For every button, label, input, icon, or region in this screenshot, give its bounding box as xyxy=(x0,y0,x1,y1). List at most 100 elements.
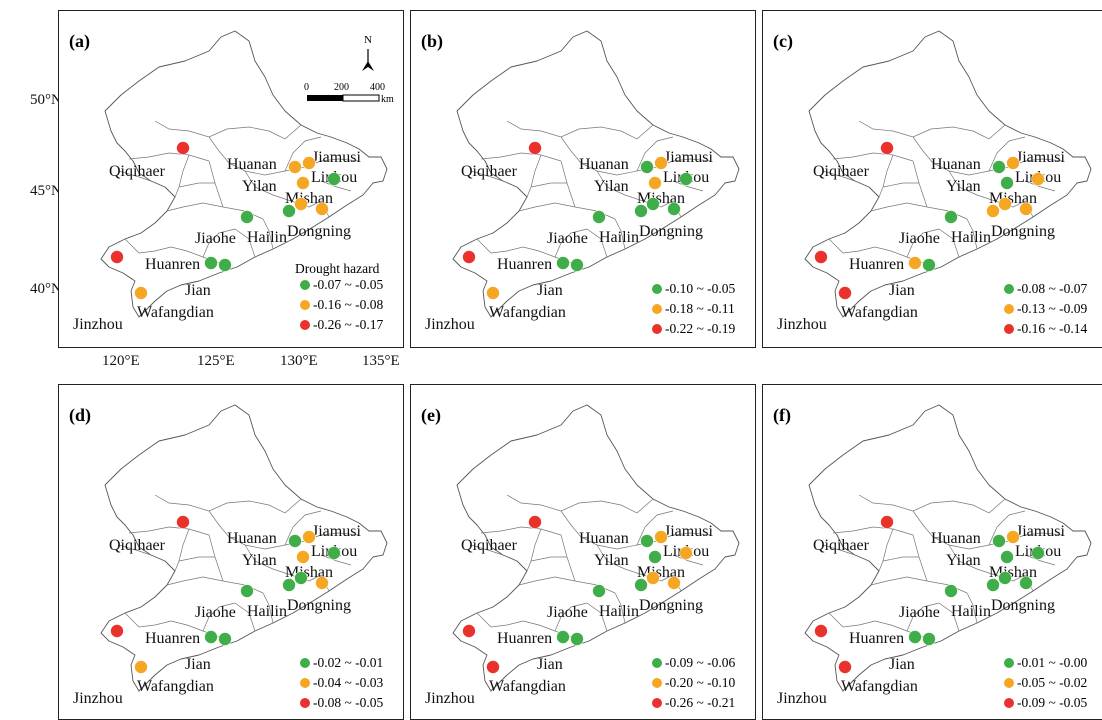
station-marker-jiaohe xyxy=(944,584,958,598)
station-label-jinzhou: Jinzhou xyxy=(73,316,123,333)
lon-tick-125: 125°E xyxy=(197,353,235,369)
station-label-dongning: Dongning xyxy=(287,597,351,614)
station-label-yilan: Yilan xyxy=(594,178,629,195)
station-label-dongning: Dongning xyxy=(287,223,351,240)
station-marker-hailin xyxy=(986,204,1000,218)
station-label-jian: Jian xyxy=(889,656,915,673)
station-label-huanan: Huanan xyxy=(227,156,277,173)
lat-tick-50: 50°N xyxy=(30,92,62,108)
station-label-jiamusi: Jiamusi xyxy=(664,523,713,540)
station-marker-mishan xyxy=(646,571,660,585)
station-label-huanren: Huanren xyxy=(497,630,552,647)
station-marker-linkou xyxy=(679,172,693,186)
legend-swatch-green xyxy=(652,284,662,294)
station-marker-dongning xyxy=(667,576,681,590)
station-marker-qiqihaer xyxy=(528,515,542,529)
station-marker-hailin xyxy=(986,578,1000,592)
north-label: N xyxy=(364,34,372,46)
legend-swatch-red xyxy=(652,698,662,708)
station-marker-wafangdian xyxy=(486,286,500,300)
scale-label: 400 xyxy=(370,82,385,93)
legend-swatch-orange xyxy=(652,304,662,314)
legend-swatch-red xyxy=(652,324,662,334)
map-panel-d: (d)QiqihaerHuananJiamusiYilanLinkouMisha… xyxy=(58,384,404,720)
station-label-qiqihaer: Qiqihaer xyxy=(813,537,870,554)
station-label-dongning: Dongning xyxy=(991,223,1055,240)
station-marker-linkou xyxy=(679,546,693,560)
station-label-yilan: Yilan xyxy=(946,178,981,195)
station-marker-huanren xyxy=(908,256,922,270)
legend-swatch-red xyxy=(1004,324,1014,334)
station-label-huanren: Huanren xyxy=(145,256,200,273)
station-label-qiqihaer: Qiqihaer xyxy=(109,163,166,180)
station-marker-jiaohe xyxy=(240,210,254,224)
station-label-jinzhou: Jinzhou xyxy=(777,690,827,707)
station-label-jian: Jian xyxy=(185,656,211,673)
station-label-jinzhou: Jinzhou xyxy=(425,316,475,333)
station-label-dongning: Dongning xyxy=(991,597,1055,614)
station-label-huanren: Huanren xyxy=(849,256,904,273)
station-marker-jinzhou xyxy=(462,624,476,638)
panel-label: (f) xyxy=(773,405,791,426)
station-label-jiamusi: Jiamusi xyxy=(312,149,361,166)
legend-swatch-green xyxy=(652,658,662,668)
station-marker-qiqihaer xyxy=(880,515,894,529)
station-marker-hailin xyxy=(634,578,648,592)
station-marker-mishan xyxy=(294,571,308,585)
station-label-wafangdian: Wafangdian xyxy=(489,304,566,321)
scale-label: 200 xyxy=(334,82,349,93)
station-marker-dongning xyxy=(1019,202,1033,216)
legend-entry: -0.09 ~ -0.05 xyxy=(1017,695,1088,710)
station-label-jiaohe: Jiaohe xyxy=(195,604,236,621)
station-label-qiqihaer: Qiqihaer xyxy=(461,537,518,554)
station-label-huanan: Huanan xyxy=(579,530,629,547)
province-boundaries xyxy=(804,30,1092,318)
legend-swatch-red xyxy=(300,698,310,708)
legend-swatch-orange xyxy=(1004,678,1014,688)
station-label-jiamusi: Jiamusi xyxy=(312,523,361,540)
station-marker-jinzhou xyxy=(462,250,476,264)
legend-swatch-red xyxy=(1004,698,1014,708)
station-marker-yilan xyxy=(648,176,662,190)
station-marker-huanan xyxy=(288,160,302,174)
legend-entry: -0.13 ~ -0.09 xyxy=(1017,301,1088,316)
station-label-huanren: Huanren xyxy=(145,630,200,647)
lat-tick-40: 40°N xyxy=(30,281,62,297)
station-label-hailin: Hailin xyxy=(247,229,287,246)
station-label-jiaohe: Jiaohe xyxy=(899,604,940,621)
lon-tick-135: 135°E xyxy=(362,353,400,369)
legend-entry: -0.08 ~ -0.05 xyxy=(313,695,384,710)
legend-entry: -0.04 ~ -0.03 xyxy=(313,675,384,690)
station-label-jiamusi: Jiamusi xyxy=(1016,149,1065,166)
station-marker-hailin xyxy=(282,204,296,218)
legend-swatch-green xyxy=(1004,284,1014,294)
station-marker-linkou xyxy=(327,546,341,560)
province-boundaries xyxy=(804,404,1092,692)
station-marker-mishan xyxy=(294,197,308,211)
station-marker-dongning xyxy=(667,202,681,216)
map-svg: (c)QiqihaerHuananJiamusiYilanLinkouMisha… xyxy=(773,30,1092,336)
station-marker-qiqihaer xyxy=(528,141,542,155)
station-marker-huanan xyxy=(288,534,302,548)
station-marker-yilan xyxy=(1000,550,1014,564)
legend-swatch-orange xyxy=(300,300,310,310)
station-marker-yilan xyxy=(1000,176,1014,190)
legend-entry: -0.16 ~ -0.14 xyxy=(1017,321,1088,336)
map-panel-a: (a)QiqihaerHuananJiamusiYilanLinkouMisha… xyxy=(58,10,404,348)
legend-swatch-red xyxy=(300,320,310,330)
station-label-jinzhou: Jinzhou xyxy=(425,690,475,707)
panel-label: (a) xyxy=(69,31,90,52)
station-marker-dongning xyxy=(315,202,329,216)
legend-swatch-orange xyxy=(1004,304,1014,314)
province-boundaries xyxy=(452,30,740,318)
station-marker-jinzhou xyxy=(110,624,124,638)
legend-swatch-orange xyxy=(300,678,310,688)
station-marker-jinzhou xyxy=(110,250,124,264)
legend-entry: -0.16 ~ -0.08 xyxy=(313,297,384,312)
station-label-wafangdian: Wafangdian xyxy=(137,678,214,695)
station-marker-mishan xyxy=(998,197,1012,211)
station-label-huanren: Huanren xyxy=(849,630,904,647)
station-label-jiamusi: Jiamusi xyxy=(1016,523,1065,540)
station-label-jian: Jian xyxy=(185,282,211,299)
station-marker-huanren xyxy=(908,630,922,644)
